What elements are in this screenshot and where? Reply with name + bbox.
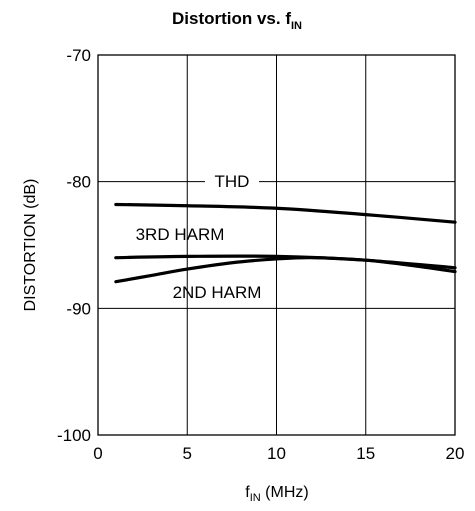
x-axis-label: fIN (MHz)	[245, 484, 308, 504]
y-tick-label: -80	[66, 173, 91, 192]
annotation-label: 3RD HARM	[136, 225, 225, 244]
x-tick-label: 0	[93, 444, 102, 463]
y-axis-label: DISTORTION (dB)	[22, 179, 39, 312]
annotation-label: THD	[215, 172, 250, 191]
chart-title-sub: IN	[291, 20, 302, 32]
annotation-thd: THD	[205, 172, 259, 192]
x-tick-label: 10	[267, 444, 286, 463]
x-axis-label-sub: IN	[250, 492, 261, 504]
y-tick-label: -90	[66, 299, 91, 318]
annotation-label: 2ND HARM	[173, 283, 262, 302]
series-lines	[114, 202, 457, 284]
x-axis-label-unit: (MHz)	[261, 484, 309, 501]
annotation-knockout	[205, 172, 259, 192]
x-axis-ticks: 0 5 10 15 20	[93, 444, 464, 463]
x-tick-label: 15	[356, 444, 375, 463]
series-line-2nd-harm	[114, 256, 457, 284]
y-axis-ticks: -100 -90 -80 -70	[57, 46, 91, 445]
y-tick-label: -70	[66, 46, 91, 65]
annotation-2nd-harm: 2ND HARM	[173, 283, 262, 302]
series-annotations: THD 3RD HARM 2ND HARM	[136, 172, 262, 302]
plot-frame	[97, 54, 456, 436]
chart-title-main: Distortion vs. f	[172, 9, 291, 28]
x-tick-label: 5	[183, 444, 192, 463]
grid	[98, 55, 455, 435]
x-tick-label: 20	[446, 444, 465, 463]
chart-title: Distortion vs. fIN	[172, 9, 302, 32]
y-tick-label: -100	[57, 426, 91, 445]
x-axis-label-main: f	[245, 484, 250, 501]
series-line-thd	[114, 202, 457, 224]
annotation-3rd-harm: 3RD HARM	[136, 225, 225, 244]
